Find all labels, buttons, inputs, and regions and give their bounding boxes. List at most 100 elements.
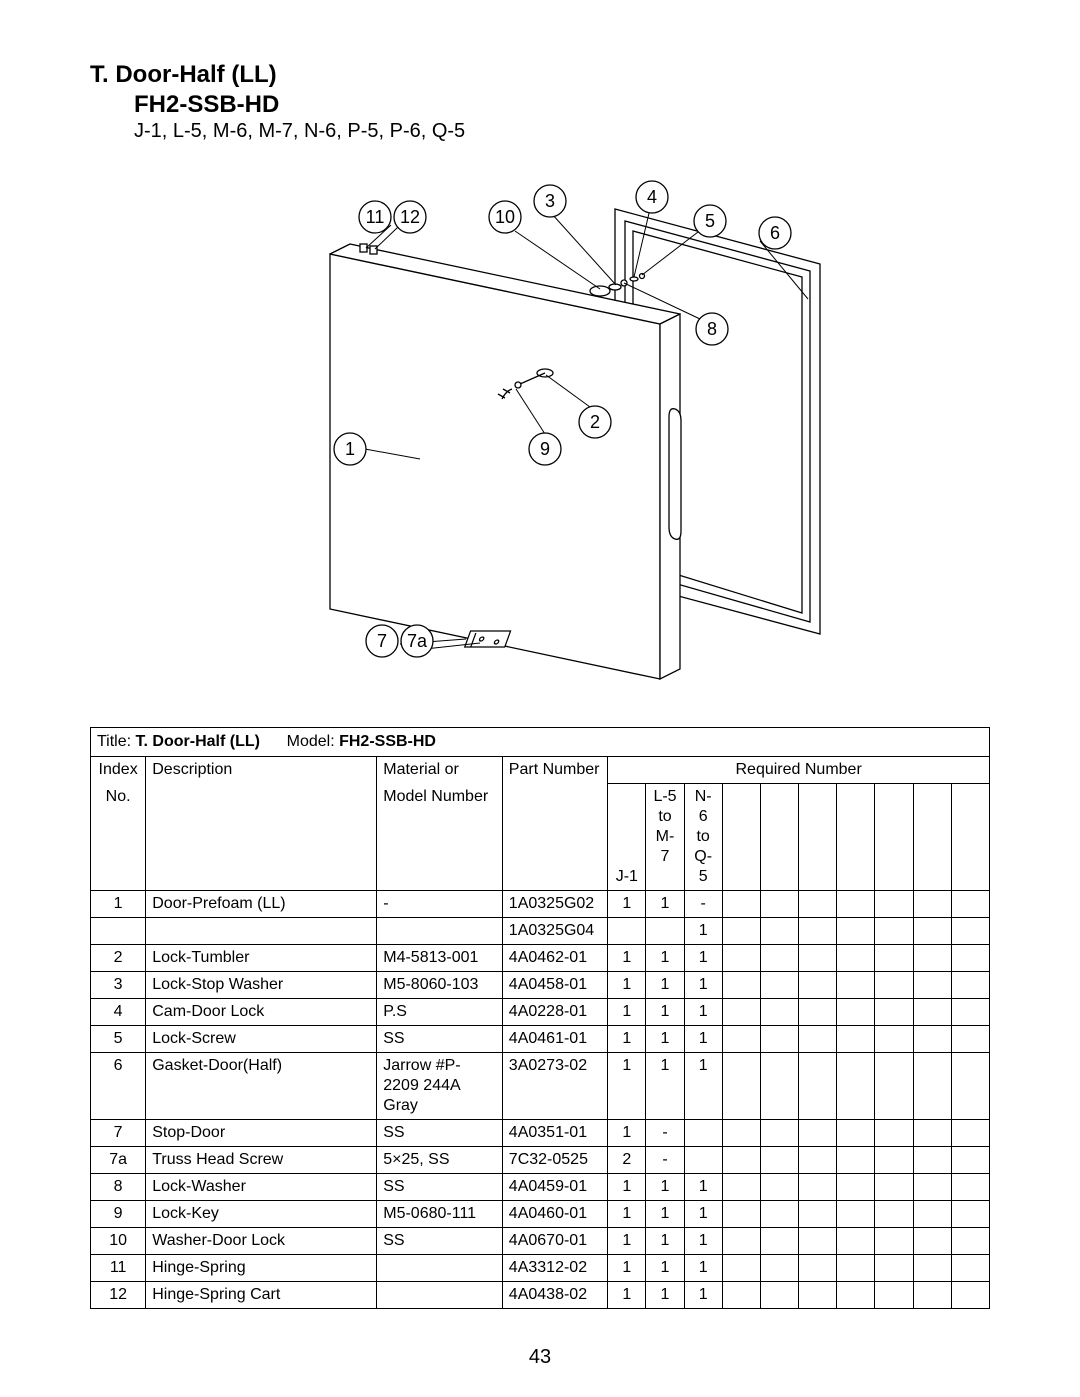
- title-prefix: Title:: [97, 733, 136, 750]
- cell-material: -: [377, 891, 503, 918]
- cell-qty-empty: [951, 1282, 989, 1309]
- cell-qty-empty: [837, 1228, 875, 1255]
- cell-qty-0: 1: [608, 1282, 646, 1309]
- stop-door-bracket: [465, 631, 511, 647]
- callout-label-3: 3: [545, 191, 555, 211]
- cell-qty-empty: [722, 972, 760, 999]
- cell-material: M5-0680-111: [377, 1201, 503, 1228]
- cell-qty-1: 1: [646, 1053, 684, 1120]
- cell-description: Hinge-Spring: [146, 1255, 377, 1282]
- cell-index: 8: [91, 1174, 146, 1201]
- cell-qty-empty: [951, 1228, 989, 1255]
- table-row: 8Lock-WasherSS4A0459-01111: [91, 1174, 990, 1201]
- cell-description: Lock-Washer: [146, 1174, 377, 1201]
- cell-qty-empty: [722, 1255, 760, 1282]
- cell-qty-empty: [875, 1026, 913, 1053]
- cell-qty-0: 1: [608, 1120, 646, 1147]
- model-prefix: Model:: [287, 733, 339, 750]
- cell-part: 4A0459-01: [502, 1174, 607, 1201]
- hdr-empty-2: [760, 784, 798, 891]
- cell-qty-0: 1: [608, 1026, 646, 1053]
- cell-qty-empty: [951, 999, 989, 1026]
- cell-description: Gasket-Door(Half): [146, 1053, 377, 1120]
- cell-qty-empty: [837, 1201, 875, 1228]
- cell-part: 4A0228-01: [502, 999, 607, 1026]
- cell-qty-empty: [799, 972, 837, 999]
- cell-qty-empty: [913, 1026, 951, 1053]
- cell-qty-1: 1: [646, 1174, 684, 1201]
- hdr-empty-5: [875, 784, 913, 891]
- table-title-row: Title: T. Door-Half (LL) Model: FH2-SSB-…: [91, 728, 990, 757]
- cell-index: 9: [91, 1201, 146, 1228]
- cell-qty-empty: [951, 1174, 989, 1201]
- cell-qty-0: 2: [608, 1147, 646, 1174]
- cell-qty-1: [646, 918, 684, 945]
- cell-description: Lock-Screw: [146, 1026, 377, 1053]
- cell-qty-empty: [760, 1255, 798, 1282]
- cell-description: Stop-Door: [146, 1120, 377, 1147]
- cell-qty-empty: [760, 972, 798, 999]
- cell-qty-1: 1: [646, 1026, 684, 1053]
- cell-qty-empty: [760, 1201, 798, 1228]
- cell-index: 6: [91, 1053, 146, 1120]
- cell-qty-empty: [951, 1255, 989, 1282]
- cell-qty-empty: [913, 999, 951, 1026]
- table-row: 5Lock-ScrewSS4A0461-01111: [91, 1026, 990, 1053]
- title-line-2: FH2-SSB-HD: [134, 90, 990, 120]
- cell-qty-empty: [837, 1120, 875, 1147]
- cell-qty-empty: [913, 1255, 951, 1282]
- callout-label-7a: 7a: [407, 631, 428, 651]
- cell-qty-empty: [951, 972, 989, 999]
- hdr-empty-4: [837, 784, 875, 891]
- cell-qty-2: 1: [684, 1174, 722, 1201]
- page: T. Door-Half (LL) FH2-SSB-HD J-1, L-5, M…: [0, 0, 1080, 1397]
- callout-label-1: 1: [345, 439, 355, 459]
- cell-qty-empty: [951, 891, 989, 918]
- cell-qty-empty: [799, 945, 837, 972]
- cell-qty-empty: [722, 945, 760, 972]
- cell-qty-0: [608, 918, 646, 945]
- cell-qty-empty: [837, 1053, 875, 1120]
- cell-qty-empty: [951, 945, 989, 972]
- cell-qty-empty: [837, 999, 875, 1026]
- cell-qty-2: [684, 1120, 722, 1147]
- cell-qty-empty: [913, 891, 951, 918]
- cell-qty-empty: [951, 918, 989, 945]
- cell-qty-empty: [875, 918, 913, 945]
- cell-qty-empty: [760, 918, 798, 945]
- cell-qty-empty: [951, 1201, 989, 1228]
- cell-description: Washer-Door Lock: [146, 1228, 377, 1255]
- cell-qty-empty: [875, 1174, 913, 1201]
- cell-qty-empty: [913, 945, 951, 972]
- cell-part: 4A3312-02: [502, 1255, 607, 1282]
- hdr-empty-6: [913, 784, 951, 891]
- cell-qty-empty: [799, 1255, 837, 1282]
- cell-qty-empty: [913, 1228, 951, 1255]
- cell-qty-empty: [837, 972, 875, 999]
- cell-qty-empty: [951, 1147, 989, 1174]
- cell-qty-0: 1: [608, 999, 646, 1026]
- cell-qty-empty: [760, 1026, 798, 1053]
- cell-qty-empty: [913, 1120, 951, 1147]
- cell-qty-2: 1: [684, 1228, 722, 1255]
- callout-label-7: 7: [377, 631, 387, 651]
- table-row: 1Door-Prefoam (LL)-1A0325G0211-: [91, 891, 990, 918]
- table-row: 3Lock-Stop WasherM5-8060-1034A0458-01111: [91, 972, 990, 999]
- cell-qty-0: 1: [608, 972, 646, 999]
- cell-qty-empty: [875, 1228, 913, 1255]
- cell-index: 4: [91, 999, 146, 1026]
- table-row: 12Hinge-Spring Cart4A0438-02111: [91, 1282, 990, 1309]
- table-row: 6Gasket-Door(Half)Jarrow #P-2209 244A Gr…: [91, 1053, 990, 1120]
- cell-qty-empty: [760, 891, 798, 918]
- cell-qty-empty: [722, 1201, 760, 1228]
- cell-qty-empty: [951, 1053, 989, 1120]
- hdr-col-j1: J-1: [608, 784, 646, 891]
- cell-qty-empty: [837, 891, 875, 918]
- cell-qty-empty: [799, 1201, 837, 1228]
- cell-material: [377, 1282, 503, 1309]
- cell-qty-empty: [837, 1174, 875, 1201]
- hdr-index-l1: Index: [91, 757, 146, 784]
- cell-part: 3A0273-02: [502, 1053, 607, 1120]
- cell-qty-empty: [722, 1174, 760, 1201]
- cell-qty-empty: [913, 918, 951, 945]
